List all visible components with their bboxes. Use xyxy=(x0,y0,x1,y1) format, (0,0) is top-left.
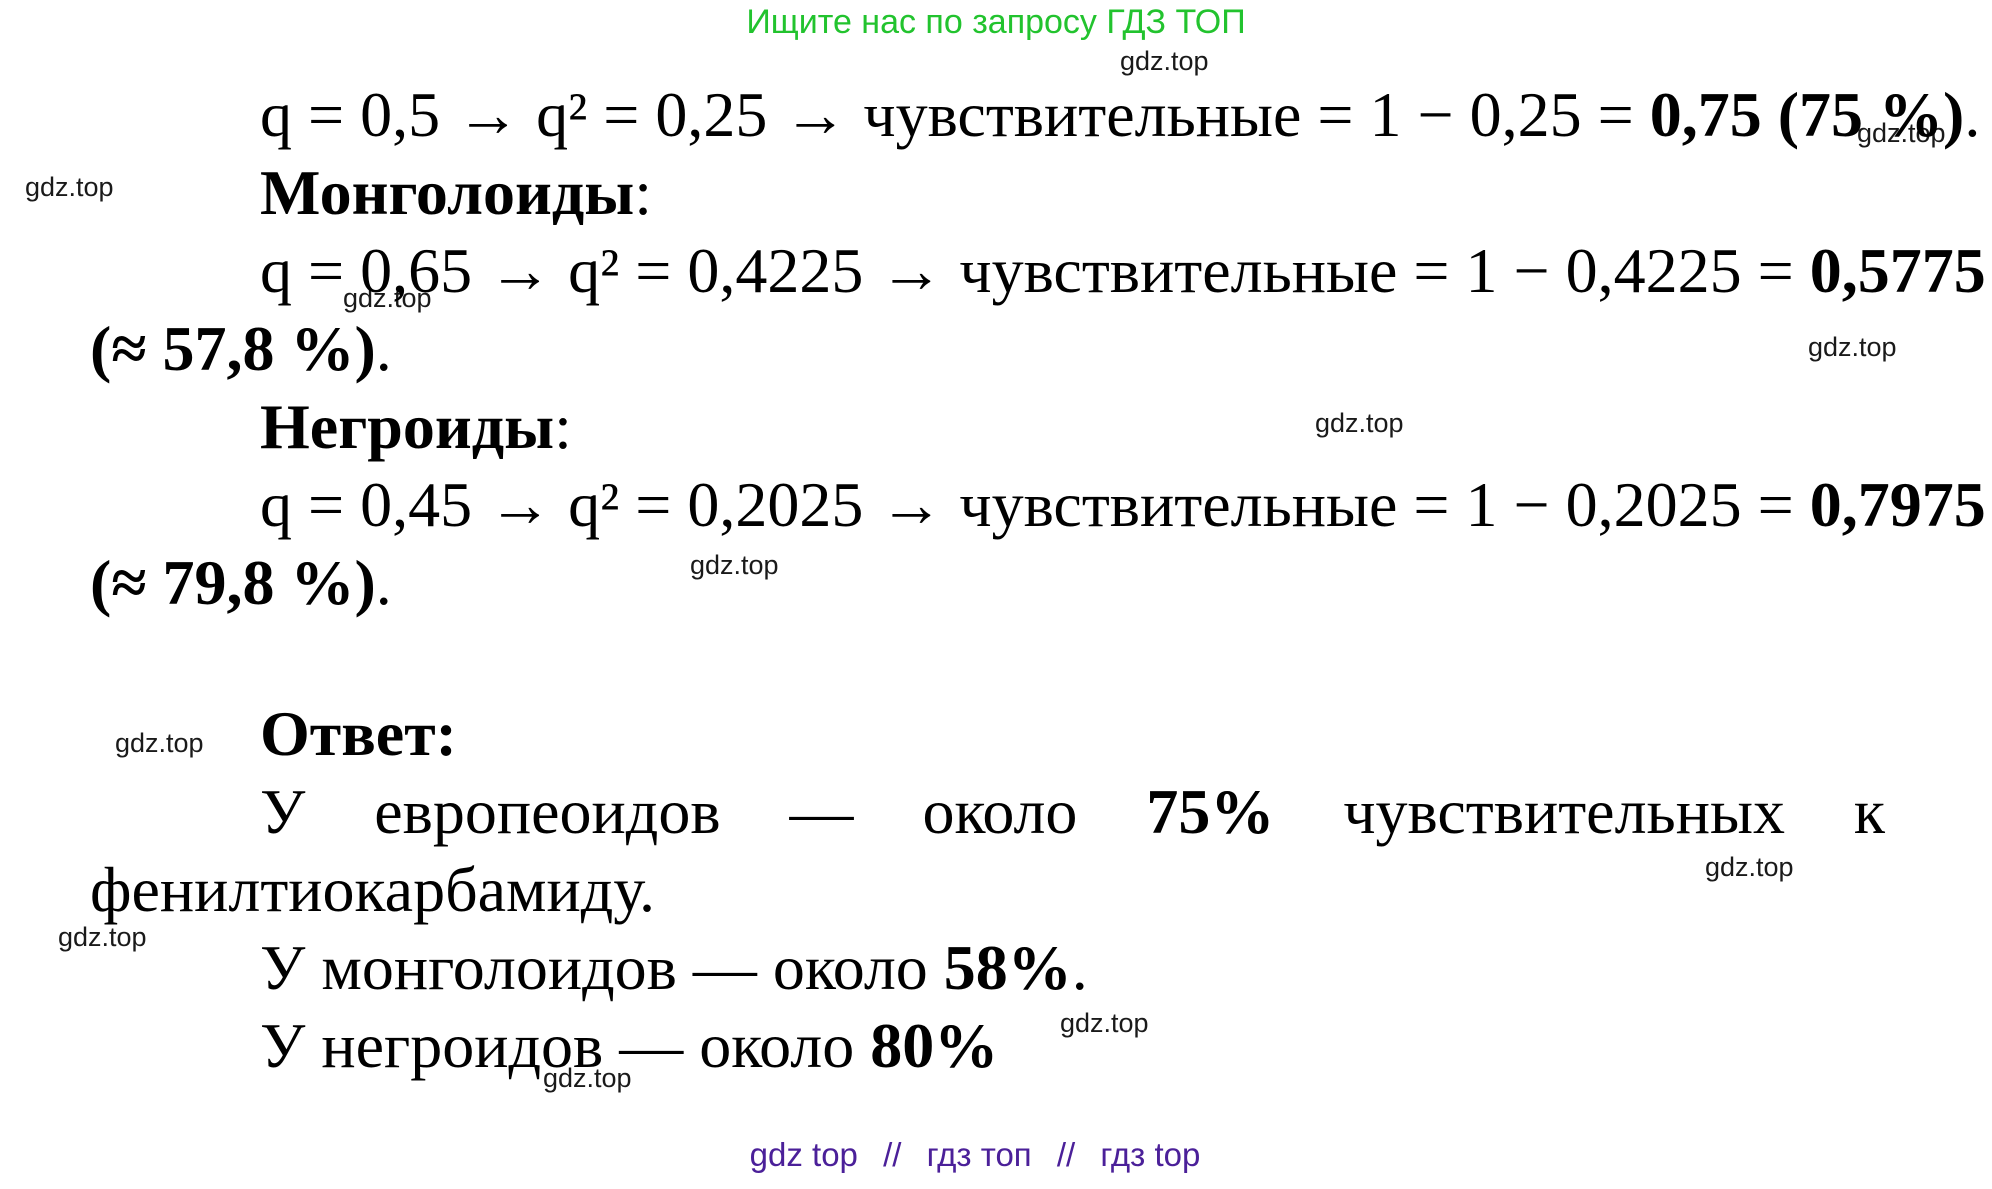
gdz-top-watermark: gdz.top xyxy=(690,550,779,580)
promo-banner: Ищите нас по запросу ГДЗ ТОП xyxy=(746,3,1246,41)
formula-result: 0,5775 xyxy=(1809,235,1986,306)
gdz-top-watermark: gdz.top xyxy=(58,922,147,952)
gdz-top-watermark: gdz.top xyxy=(25,172,114,202)
percent-value: (≈ 57,8 %) xyxy=(90,313,376,384)
word: — xyxy=(789,776,854,847)
footer-links: gdz top // гдз топ // гдз top xyxy=(0,1136,1950,1174)
formula-text: q = 0,5 → q² = 0,25 → чувствительные = 1… xyxy=(260,79,1650,150)
heading-mongoloids: Монголоиды: xyxy=(90,154,1885,232)
word: европеоидов xyxy=(374,776,721,847)
word: У xyxy=(260,776,306,847)
formula-period: . xyxy=(1964,79,1981,150)
gdz-top-watermark: gdz.top xyxy=(1857,118,1946,148)
footer-link-gdz-top-ru: гдз топ xyxy=(926,1136,1032,1173)
answer-text: У монголоидов — около xyxy=(260,932,944,1003)
heading-text: Монголоиды xyxy=(260,157,635,228)
formula-mongoloid: q = 0,65 → q² = 0,4225 → чувствительные … xyxy=(90,232,1986,310)
answer-period: . xyxy=(1071,932,1088,1003)
footer-separator: // xyxy=(883,1136,902,1173)
formula-result: 0,75 (75 %) xyxy=(1649,79,1965,150)
word: чувствительных xyxy=(1343,776,1785,847)
heading-colon: : xyxy=(554,391,572,462)
gdz-top-watermark: gdz.top xyxy=(1705,852,1794,882)
formula-text: q = 0,45 → q² = 0,2025 → чувствительные … xyxy=(260,469,1810,540)
percent-period: . xyxy=(375,547,392,618)
formula-text: q = 0,65 → q² = 0,4225 → чувствительные … xyxy=(260,235,1810,306)
gdz-top-watermark: gdz.top xyxy=(1060,1008,1149,1038)
percent-value: 58% xyxy=(943,932,1072,1003)
gdz-top-watermark: gdz.top xyxy=(343,283,432,313)
gdz-top-watermark: gdz.top xyxy=(543,1063,632,1093)
answer-negroid: У негроидов — около 80% xyxy=(90,1007,1885,1085)
heading-negroids: Негроиды: xyxy=(90,388,1885,466)
formula-result: 0,7975 xyxy=(1809,469,1986,540)
word: к xyxy=(1853,776,1885,847)
gdz-top-watermark: gdz.top xyxy=(1120,46,1209,76)
footer-link-gdz-top-mixed: гдз top xyxy=(1100,1136,1201,1173)
answer-text: У негроидов — около xyxy=(260,1010,871,1081)
heading-text: Негроиды xyxy=(260,391,555,462)
percent-period: . xyxy=(375,313,392,384)
percent-value: 75% xyxy=(1146,776,1275,847)
answer-mongoloid: У монголоидов — около 58%. xyxy=(90,929,1885,1007)
gdz-top-watermark: gdz.top xyxy=(1808,332,1897,362)
gdz-top-watermark: gdz.top xyxy=(115,728,204,758)
formula-mongoloid-percent: (≈ 57,8 %). xyxy=(90,310,1885,388)
answer-heading: Ответ: xyxy=(260,698,457,769)
solution-body: q = 0,5 → q² = 0,25 → чувствительные = 1… xyxy=(90,76,1986,1085)
footer-link-gdz-top: gdz top xyxy=(749,1136,858,1173)
gdz-top-watermark: gdz.top xyxy=(1315,408,1404,438)
answer-europeoid-wrap: фенилтиокарбамиду. xyxy=(90,854,655,925)
formula-europeoid: q = 0,5 → q² = 0,25 → чувствительные = 1… xyxy=(90,76,1980,154)
percent-value: 80% xyxy=(870,1010,999,1081)
formula-negroid-percent: (≈ 79,8 %). xyxy=(90,544,1885,622)
answer-europeoid-line: У европеоидов — около 75% чувствительных… xyxy=(90,773,1885,851)
formula-negroid: q = 0,45 → q² = 0,2025 → чувствительные … xyxy=(90,466,1986,544)
heading-colon: : xyxy=(634,157,652,228)
word: около xyxy=(922,776,1078,847)
percent-value: (≈ 79,8 %) xyxy=(90,547,376,618)
footer-separator: // xyxy=(1056,1136,1076,1173)
